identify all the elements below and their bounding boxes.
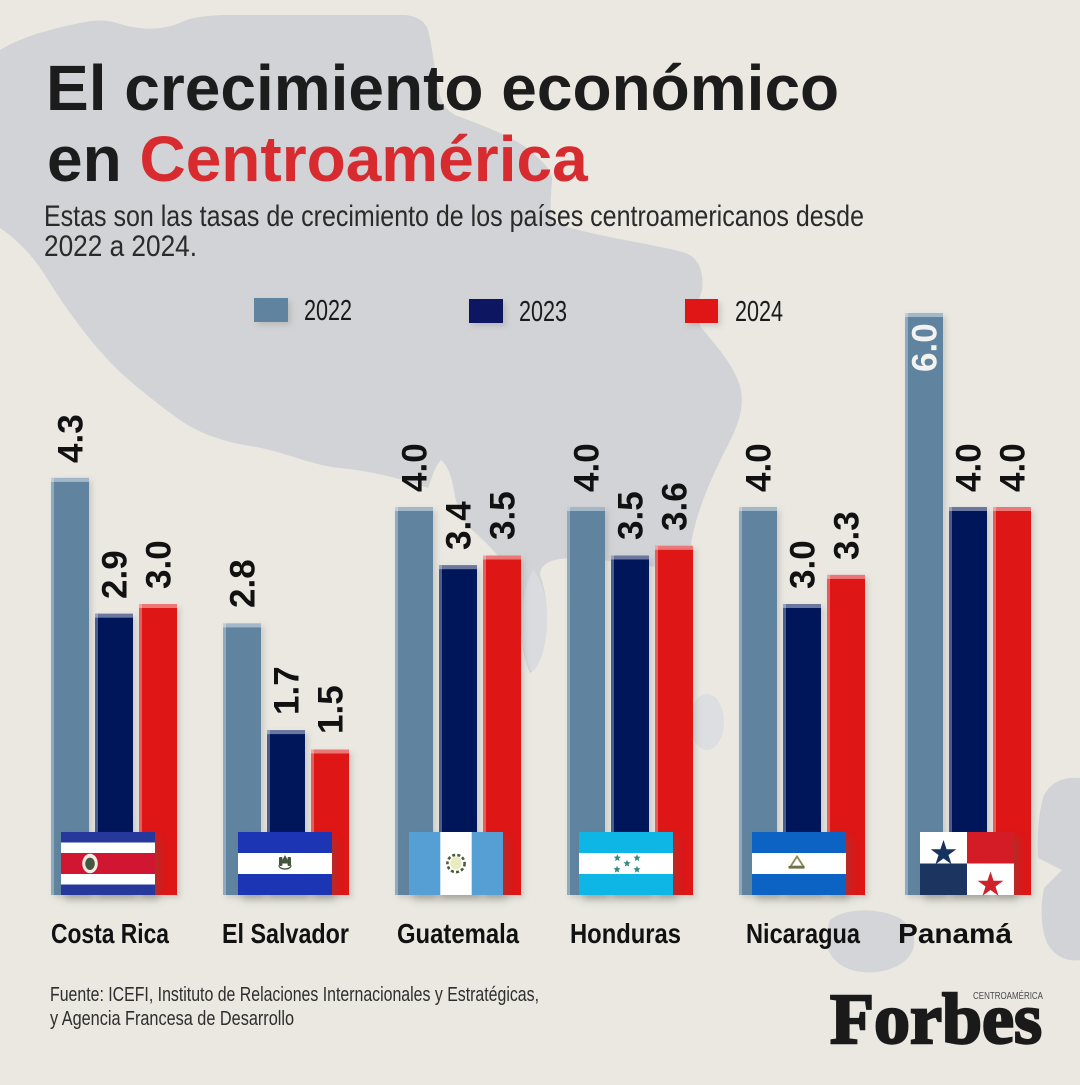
svg-text:3.6: 3.6	[656, 482, 695, 531]
svg-text:Panamá: Panamá	[898, 918, 1012, 949]
svg-text:3.0: 3.0	[784, 540, 823, 589]
svg-text:2.9: 2.9	[96, 550, 135, 599]
svg-text:1.5: 1.5	[312, 685, 351, 734]
svg-text:4.0: 4.0	[994, 443, 1033, 492]
svg-text:3.0: 3.0	[140, 540, 179, 589]
svg-text:4.0: 4.0	[740, 443, 779, 492]
svg-text:3.3: 3.3	[828, 511, 867, 560]
svg-text:Estas son las tasas de crecimi: Estas son las tasas de crecimiento de lo…	[44, 200, 864, 233]
svg-text:4.0: 4.0	[396, 443, 435, 492]
svg-text:El crecimiento económico: El crecimiento económico	[46, 52, 839, 124]
svg-text:4.3: 4.3	[52, 414, 91, 463]
svg-text:3.4: 3.4	[440, 501, 479, 550]
svg-text:2022: 2022	[304, 295, 352, 327]
svg-text:3.5: 3.5	[612, 491, 651, 540]
svg-text:1.7: 1.7	[268, 666, 307, 715]
svg-text:CENTROAMÉRICA: CENTROAMÉRICA	[973, 989, 1043, 1002]
svg-text:2022 a 2024.: 2022 a 2024.	[44, 230, 197, 263]
svg-text:6.0: 6.0	[906, 323, 945, 372]
svg-text:y Agencia Francesa de Desarrol: y Agencia Francesa de Desarrollo	[50, 1008, 294, 1030]
svg-text:2023: 2023	[519, 296, 567, 328]
svg-text:Honduras: Honduras	[570, 918, 681, 949]
svg-text:4.0: 4.0	[568, 443, 607, 492]
svg-text:Nicaragua: Nicaragua	[746, 918, 860, 949]
svg-text:en Centroamérica: en Centroamérica	[47, 123, 588, 195]
svg-text:4.0: 4.0	[950, 443, 989, 492]
svg-text:2024: 2024	[735, 296, 783, 328]
svg-text:Forbes: Forbes	[830, 979, 1042, 1059]
svg-text:3.5: 3.5	[484, 491, 523, 540]
svg-text:Costa Rica: Costa Rica	[51, 918, 169, 949]
svg-text:Fuente: ICEFI, Instituto de R: Fuente: ICEFI, Instituto de Relaciones I…	[50, 984, 539, 1006]
svg-text:2.8: 2.8	[224, 559, 263, 608]
svg-text:Guatemala: Guatemala	[397, 918, 519, 949]
svg-text:El Salvador: El Salvador	[222, 918, 349, 949]
